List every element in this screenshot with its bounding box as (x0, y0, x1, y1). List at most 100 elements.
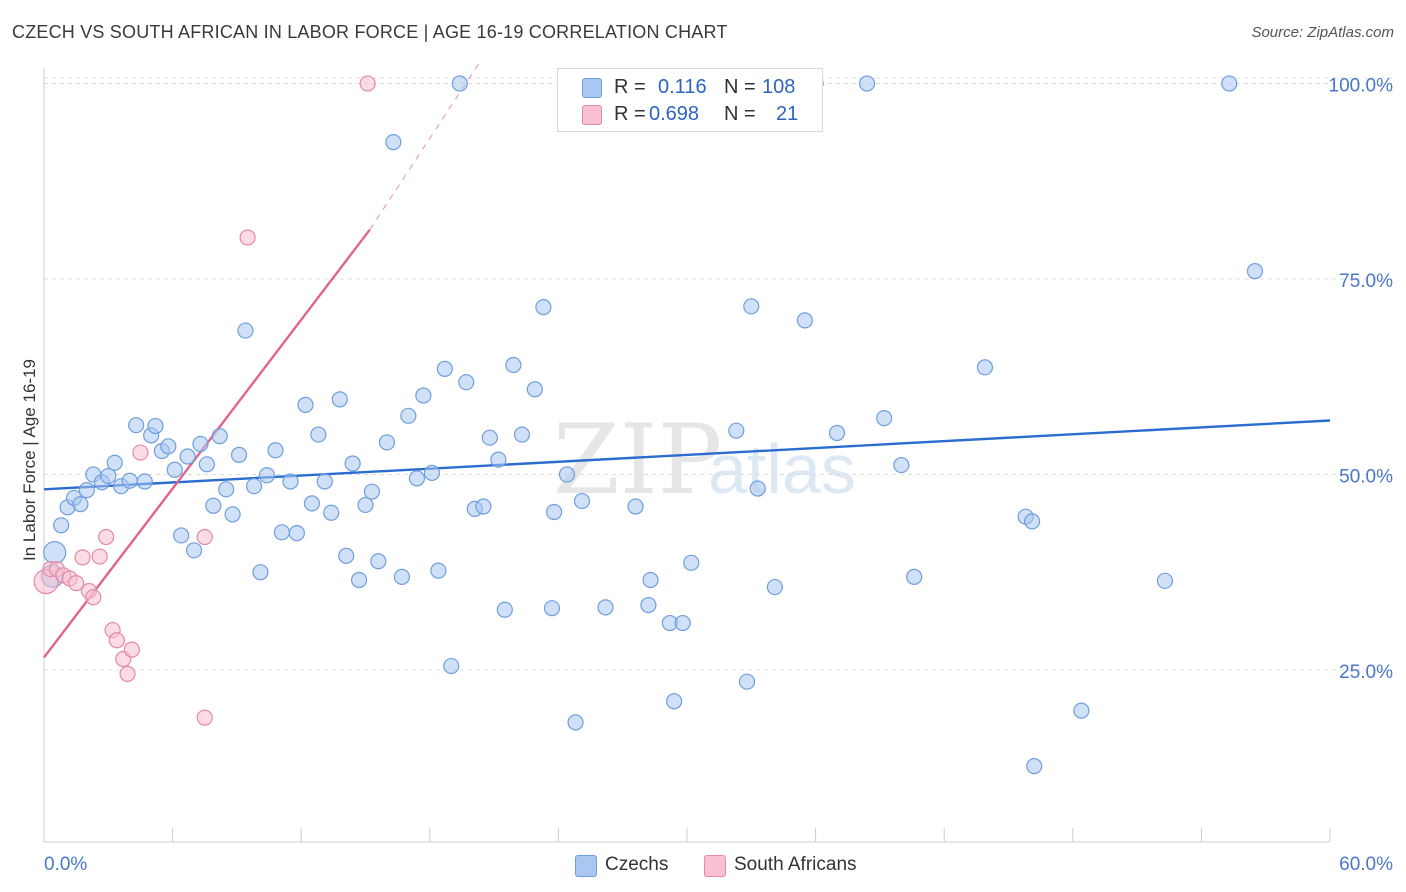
czechs-point (1073, 702, 1090, 719)
czechs-point (766, 578, 783, 596)
czechs-point (573, 492, 591, 510)
x-tick-label-min: 0.0% (44, 854, 87, 875)
czechs-point (728, 422, 745, 439)
czechs-point (323, 504, 340, 521)
r-label: R = (614, 103, 646, 125)
czechs-point (451, 75, 468, 92)
czechs-point (273, 524, 291, 541)
czechs-point (458, 374, 475, 391)
czechs-n-value: 108 (762, 76, 796, 98)
y-tick-label-100: 100.0% (1329, 75, 1394, 96)
czechs-point (128, 417, 145, 434)
y-tick-label-75: 75.0% (1339, 271, 1393, 292)
czechs-point (166, 461, 183, 478)
czechs-point (218, 481, 235, 498)
czechs-point (400, 407, 417, 424)
czechs-point (436, 360, 453, 377)
czechs-point (237, 322, 254, 339)
czechs-swatch (582, 78, 602, 98)
n-label: N = (724, 103, 756, 125)
czechs-point (316, 473, 333, 490)
czechs-point (252, 564, 269, 581)
czechs-point (282, 473, 299, 490)
czechs-point (303, 495, 321, 512)
czechs-point (344, 455, 361, 472)
czechs-point (106, 454, 123, 471)
chart-source: Source: ZipAtlas.com (1251, 24, 1394, 41)
czechs-point (1023, 513, 1041, 530)
south-africans-point (74, 549, 91, 566)
czechs-point (876, 410, 893, 427)
czechs-point (136, 473, 153, 490)
y-tick-label-50: 50.0% (1339, 466, 1393, 487)
czechs-point (121, 472, 138, 489)
x-tick-label-max: 60.0% (1339, 854, 1393, 875)
czechs-point (357, 496, 374, 514)
czechs-point (370, 553, 387, 570)
czechs-point (245, 478, 263, 495)
czechs-point (490, 451, 507, 468)
czechs-r-value: 0.116 (658, 76, 707, 98)
czechs-point (230, 446, 248, 464)
south-africans-legend-label: South Africans (734, 854, 857, 875)
south-africans-point (119, 665, 136, 682)
south-africans-r-value: 0.698 (649, 103, 700, 125)
czechs-point (526, 381, 543, 398)
czechs-point (363, 483, 381, 500)
czechs-point (288, 525, 306, 542)
south-africans-point (91, 548, 108, 565)
chart-title: CZECH VS SOUTH AFRICAN IN LABOR FORCE | … (12, 22, 728, 42)
czechs-point (350, 571, 368, 589)
czechs-point (546, 503, 563, 521)
czechs-point (674, 614, 691, 632)
czechs-point (828, 424, 846, 442)
czechs-point (640, 596, 657, 614)
czechs-point (906, 568, 923, 586)
south-africans-point (68, 575, 85, 592)
czechs-point (185, 542, 203, 559)
czechs-point (258, 467, 276, 484)
czechs-point (505, 356, 522, 374)
south-africans-point (196, 709, 213, 726)
south-africans-swatch (582, 105, 602, 125)
south-africans-point (123, 641, 140, 658)
watermark-atlas: atlas (708, 430, 856, 508)
czechs-point (893, 456, 910, 474)
czechs-point (567, 714, 584, 731)
czechs-point (496, 601, 513, 618)
czechs-point (597, 599, 614, 616)
stats-legend-row-south-africans: R = 0.698 N = 21 (558, 100, 822, 128)
y-tick-label-25: 25.0% (1339, 662, 1393, 683)
south-africans-point (108, 632, 125, 649)
south-africans-point (132, 444, 149, 461)
south-africans-n-value: 21 (776, 103, 799, 125)
gridlines (44, 77, 1393, 671)
czechs-point (443, 657, 460, 675)
stats-legend: R = 0.116 N = 108 R = 0.698 N = 21 (557, 68, 823, 132)
czechs-point (179, 448, 196, 465)
y-tick-labels: 25.0% 50.0% 75.0% 100.0% (1329, 75, 1394, 683)
czechs-point (72, 496, 89, 513)
czechs-trend-line (43, 419, 1331, 491)
data-points (33, 75, 1264, 775)
czechs-point (160, 438, 177, 455)
czechs-point (423, 464, 441, 481)
czechs-point (205, 497, 222, 514)
south-africans-point (359, 75, 376, 92)
south-africans-point (98, 528, 115, 546)
czechs-point (338, 547, 355, 564)
czechs-point (976, 359, 994, 376)
czechs-point (666, 693, 683, 710)
czechs-point (558, 466, 576, 483)
czechs-point (415, 387, 432, 404)
czechs-point (1221, 75, 1238, 92)
south-africans-point (85, 589, 102, 606)
czechs-point (53, 517, 70, 534)
south-africans-point (196, 528, 213, 546)
czechs-point (378, 434, 396, 451)
czechs-point (481, 429, 498, 446)
czechs-point (408, 470, 426, 487)
czechs-legend-swatch (575, 855, 597, 877)
czechs-point (211, 428, 228, 445)
